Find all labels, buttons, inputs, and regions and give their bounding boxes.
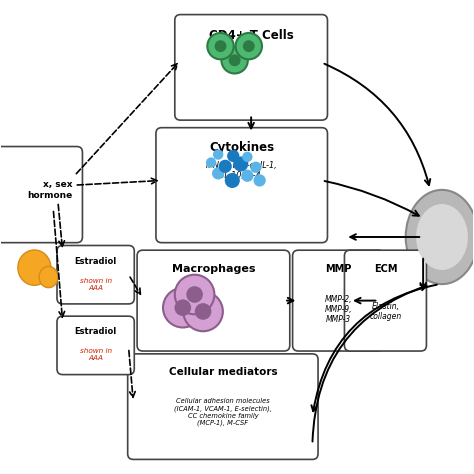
Ellipse shape — [18, 250, 51, 285]
Circle shape — [186, 286, 203, 303]
FancyBboxPatch shape — [57, 316, 134, 374]
FancyBboxPatch shape — [156, 128, 328, 243]
Circle shape — [183, 292, 223, 331]
Ellipse shape — [39, 266, 58, 288]
Circle shape — [215, 40, 227, 52]
Circle shape — [219, 160, 232, 173]
Text: IFN-γ, TNF-α, IL-1,
IL-10, IL-4: IFN-γ, TNF-α, IL-1, IL-10, IL-4 — [206, 161, 277, 180]
Text: Elastin,
collagen: Elastin, collagen — [369, 301, 401, 321]
FancyBboxPatch shape — [0, 146, 82, 243]
Text: Estradiol: Estradiol — [74, 328, 117, 337]
FancyBboxPatch shape — [128, 354, 318, 459]
Circle shape — [243, 40, 255, 52]
Text: CD4+ T Cells: CD4+ T Cells — [209, 29, 293, 42]
Text: x, sex
hormone: x, sex hormone — [27, 180, 72, 200]
Ellipse shape — [406, 190, 474, 284]
Circle shape — [213, 149, 223, 160]
Circle shape — [229, 55, 241, 66]
Circle shape — [250, 162, 262, 173]
Circle shape — [212, 167, 224, 180]
Text: Cellular mediators: Cellular mediators — [169, 367, 277, 377]
Text: MMP-2,
MMP-9,
MMP-3: MMP-2, MMP-9, MMP-3 — [325, 295, 352, 325]
Circle shape — [254, 174, 266, 187]
Circle shape — [233, 156, 248, 172]
FancyBboxPatch shape — [57, 246, 134, 304]
FancyBboxPatch shape — [292, 250, 384, 351]
Text: ECM: ECM — [374, 264, 397, 274]
FancyBboxPatch shape — [175, 15, 328, 120]
Circle shape — [174, 300, 191, 316]
Ellipse shape — [416, 204, 468, 270]
Circle shape — [206, 157, 216, 168]
Circle shape — [241, 170, 254, 182]
FancyBboxPatch shape — [345, 250, 427, 351]
Circle shape — [195, 303, 211, 320]
Text: Cellular adhesion molecules
(ICAM-1, VCAM-1, E-selectin),
CC chemokine family
(M: Cellular adhesion molecules (ICAM-1, VCA… — [174, 398, 272, 426]
Circle shape — [221, 47, 248, 73]
Circle shape — [236, 33, 262, 59]
Circle shape — [163, 288, 202, 328]
Text: shown in
AAA: shown in AAA — [80, 278, 112, 291]
Text: shown in
AAA: shown in AAA — [80, 348, 112, 361]
Circle shape — [227, 150, 239, 162]
Circle shape — [175, 275, 214, 314]
Text: Macrophages: Macrophages — [172, 264, 255, 274]
Circle shape — [242, 152, 253, 162]
Text: Estradiol: Estradiol — [74, 257, 117, 266]
Text: MMP: MMP — [325, 264, 352, 274]
Text: Cytokines: Cytokines — [209, 141, 274, 154]
Circle shape — [225, 173, 240, 188]
Circle shape — [207, 33, 234, 59]
FancyBboxPatch shape — [137, 250, 290, 351]
